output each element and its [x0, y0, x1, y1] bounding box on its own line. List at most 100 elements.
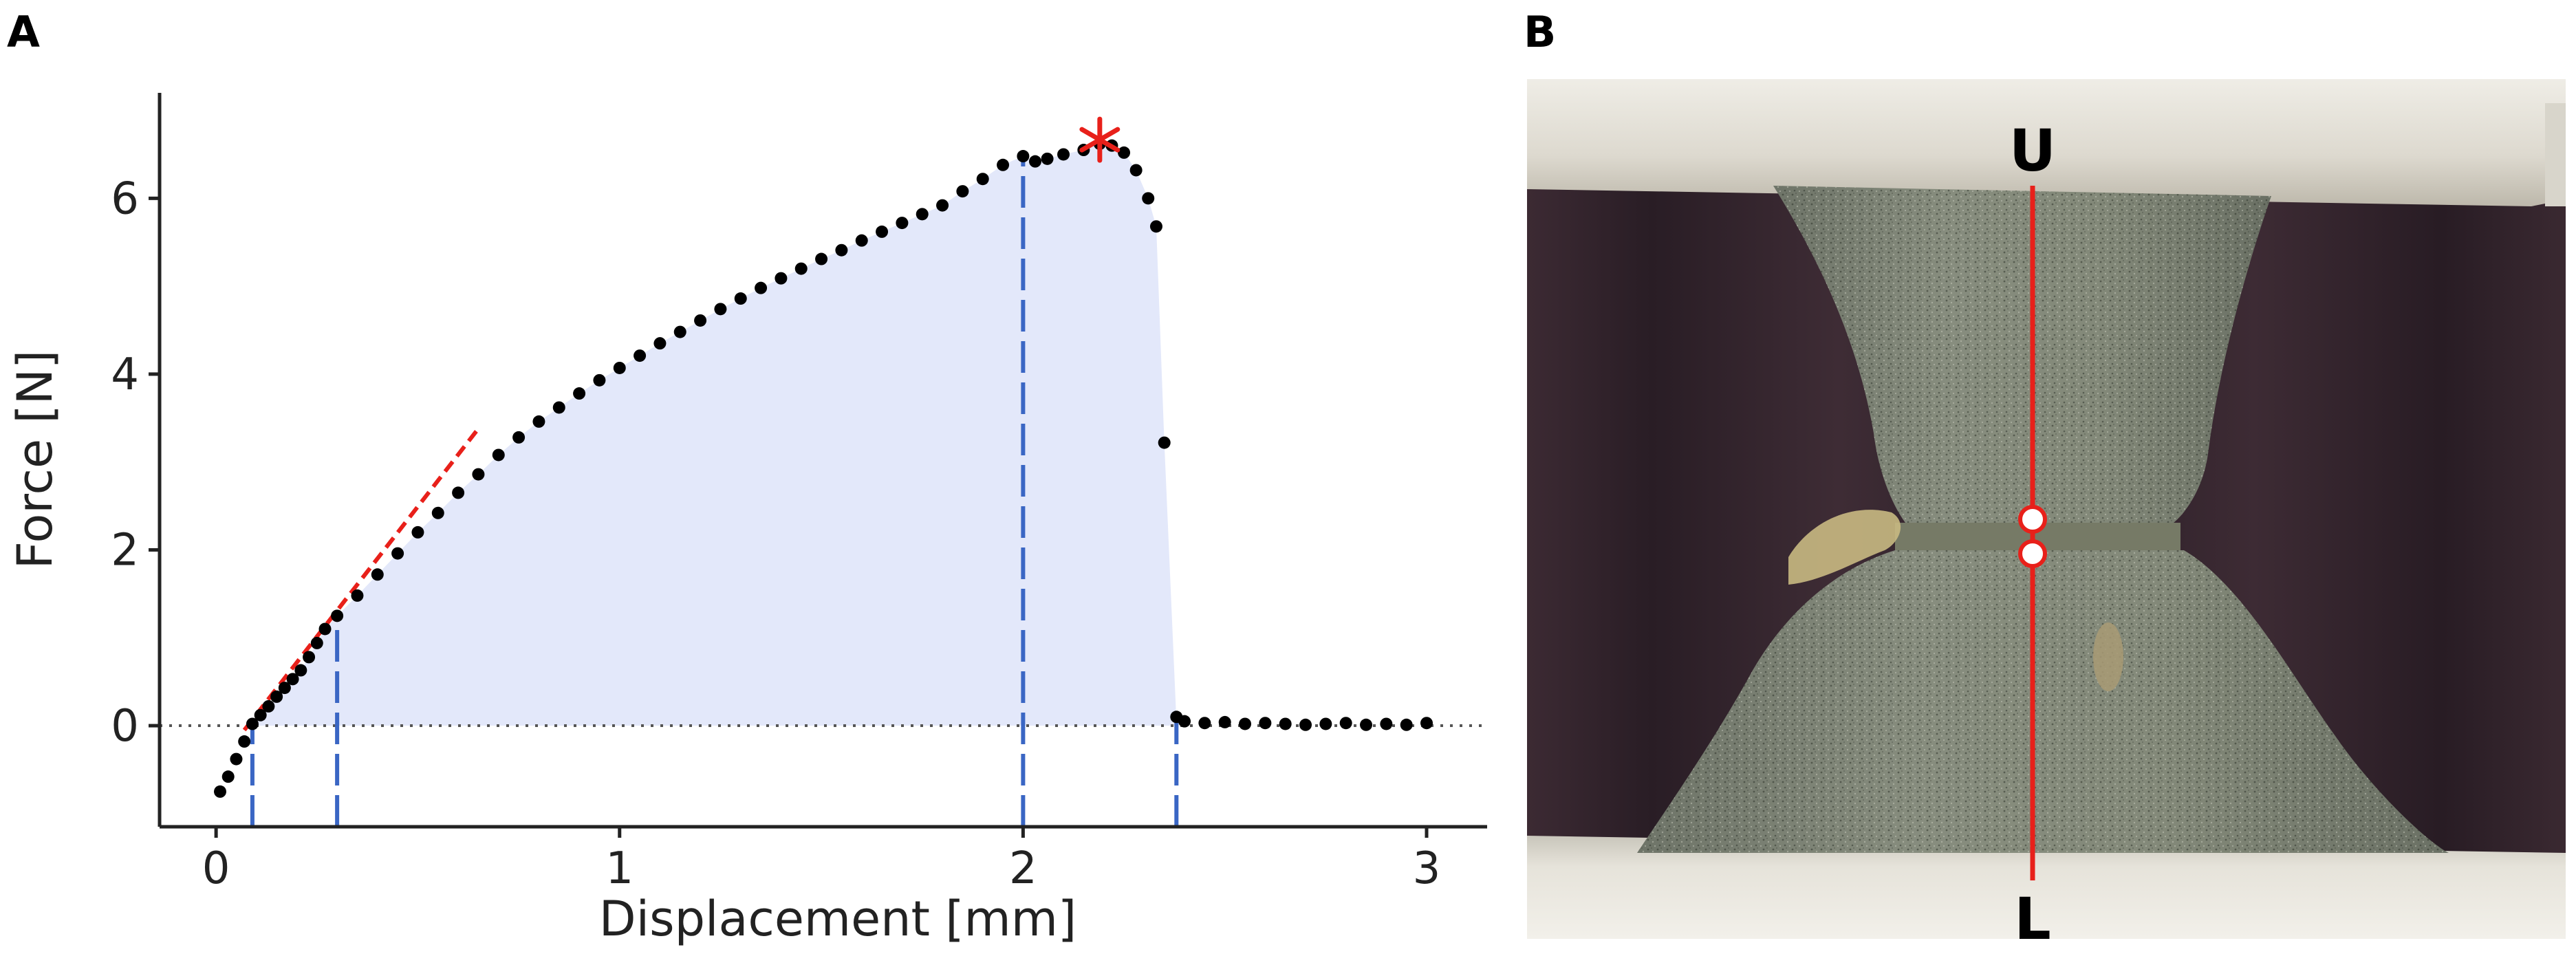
data-point-31: [673, 325, 686, 338]
data-point-65: [1259, 717, 1272, 730]
data-point-61: [1178, 715, 1191, 728]
data-point-29: [634, 349, 647, 362]
specimen-spot: [2093, 622, 2123, 691]
data-point-8: [278, 682, 291, 695]
data-point-48: [1017, 150, 1030, 163]
data-point-21: [472, 468, 485, 481]
specimen-photo: [1527, 79, 2566, 939]
data-point-30: [653, 337, 667, 350]
data-point-42: [896, 217, 909, 230]
data-points: [213, 138, 1433, 798]
data-point-4: [246, 717, 259, 730]
y-tick-label-2: 2: [111, 525, 139, 576]
data-point-27: [593, 373, 606, 387]
data-point-17: [391, 547, 404, 560]
data-point-41: [876, 225, 889, 238]
data-point-46: [976, 173, 989, 186]
max-force-marker: [1079, 116, 1121, 163]
data-point-66: [1279, 717, 1292, 730]
data-point-49: [1028, 155, 1041, 168]
data-point-2: [230, 752, 243, 766]
data-point-56: [1129, 164, 1143, 177]
data-point-18: [411, 525, 424, 539]
data-point-45: [956, 185, 969, 198]
x-tick-label-1: 1: [605, 843, 634, 894]
data-point-25: [552, 401, 565, 414]
data-point-34: [734, 292, 747, 305]
x-axis-ticks: 0 1 2 3: [202, 827, 1441, 894]
data-point-71: [1380, 717, 1393, 730]
data-point-14: [331, 609, 344, 622]
area-under-curve: [252, 144, 1177, 726]
data-point-73: [1420, 717, 1433, 730]
data-point-13: [318, 622, 332, 636]
data-point-9: [286, 673, 299, 686]
data-point-51: [1057, 148, 1070, 161]
data-point-24: [532, 415, 545, 428]
data-point-55: [1118, 146, 1131, 159]
specimen-lower-texture: [1637, 550, 2449, 853]
data-point-22: [492, 448, 505, 462]
data-point-10: [294, 664, 307, 677]
data-point-64: [1239, 717, 1252, 730]
data-point-44: [936, 199, 949, 212]
data-point-7: [270, 690, 283, 703]
lower-plate: [1527, 836, 2566, 939]
data-point-62: [1198, 717, 1211, 730]
data-point-43: [916, 208, 929, 221]
data-point-0: [213, 785, 226, 798]
data-point-63: [1218, 715, 1231, 728]
data-point-67: [1299, 718, 1312, 731]
data-point-69: [1339, 717, 1352, 730]
y-tick-label-6: 6: [111, 173, 139, 224]
data-point-15: [351, 589, 364, 602]
upper-plate: [1527, 79, 2566, 206]
x-tick-label-0: 0: [202, 843, 230, 894]
data-point-28: [613, 361, 626, 374]
data-point-40: [855, 234, 868, 247]
data-point-36: [775, 272, 788, 285]
y-tick-label-0: 0: [111, 701, 139, 752]
data-point-11: [303, 651, 316, 664]
data-point-6: [262, 700, 275, 713]
data-point-3: [238, 735, 251, 748]
data-point-47: [997, 158, 1010, 171]
data-point-32: [694, 314, 707, 327]
data-point-38: [815, 252, 828, 265]
data-point-57: [1142, 192, 1155, 205]
data-point-23: [512, 431, 526, 444]
data-point-26: [573, 387, 586, 400]
panel-b-letter: B: [1524, 7, 1556, 57]
data-point-20: [452, 486, 465, 499]
y-axis-ticks: 0 2 4 6: [111, 173, 160, 752]
max-marker-stroke-2: [1079, 127, 1121, 153]
panel-a-letter: A: [7, 7, 40, 57]
data-point-37: [794, 262, 808, 275]
data-point-12: [310, 636, 323, 649]
specimen-upper-texture: [1773, 186, 2271, 523]
fracture-debris-left: [1788, 510, 1901, 585]
force-displacement-chart: 0 1 2 3 0 2 4 6 Displacement [mm] Force [N]: [7, 93, 1487, 947]
initial-slope-line: [242, 427, 480, 732]
data-point-19: [431, 506, 444, 519]
data-point-70: [1360, 718, 1373, 731]
data-point-68: [1319, 717, 1332, 730]
data-point-16: [371, 568, 384, 581]
data-point-39: [835, 243, 848, 257]
measurement-point-lower: [2018, 539, 2047, 568]
data-point-5: [254, 708, 267, 722]
x-tick-label-3: 3: [1413, 843, 1441, 894]
y-tick-label-4: 4: [111, 349, 139, 400]
x-axis-label: Displacement [mm]: [599, 891, 1076, 947]
data-point-33: [714, 303, 727, 316]
upper-label: U: [2009, 117, 2056, 184]
upper-plate-edge: [2545, 103, 2566, 206]
data-point-58: [1149, 220, 1162, 233]
data-point-1: [221, 770, 235, 783]
data-point-59: [1158, 436, 1171, 449]
y-axis-label: Force [N]: [7, 350, 63, 570]
data-point-72: [1400, 718, 1413, 731]
measurement-point-upper: [2018, 505, 2047, 534]
data-point-35: [755, 281, 768, 294]
